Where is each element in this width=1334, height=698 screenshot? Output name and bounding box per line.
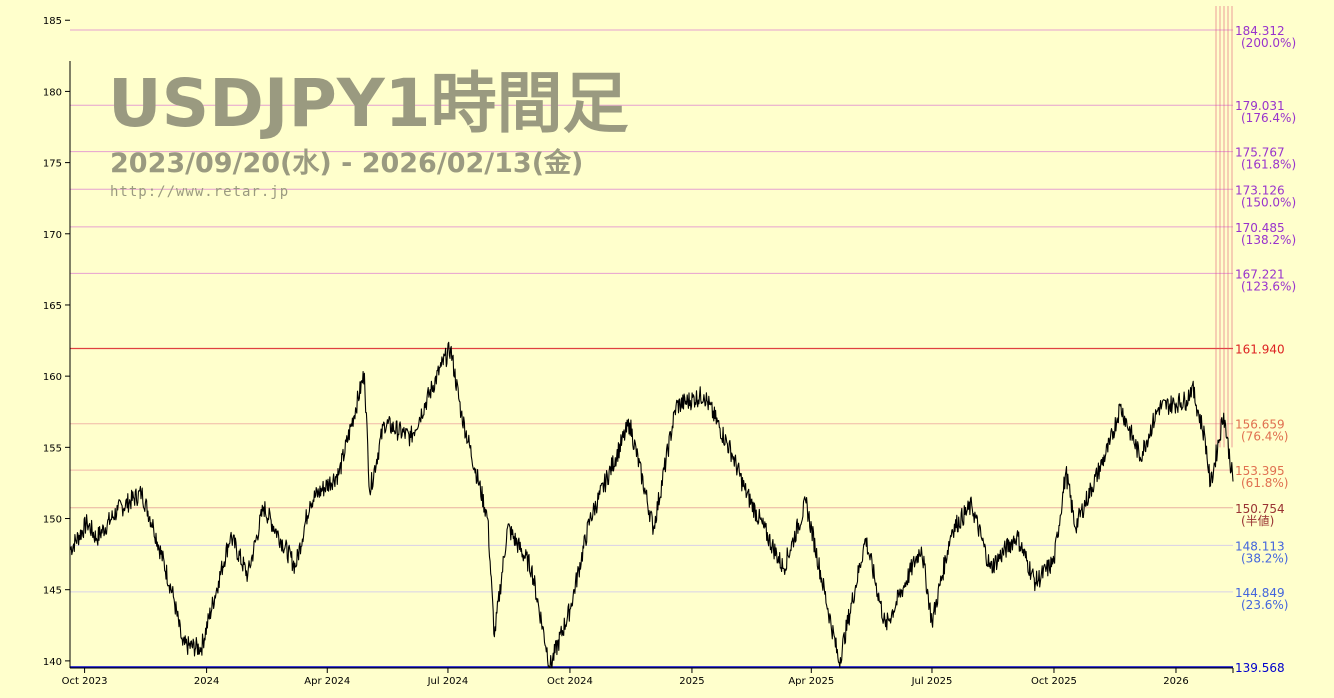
x-tick-label: 2025	[679, 676, 704, 687]
fibonacci-level-lines	[70, 29, 1233, 668]
x-tick-label: Oct 2024	[547, 676, 593, 687]
y-tick-label: 180	[43, 87, 62, 98]
y-tick-label: 140	[43, 657, 62, 668]
x-tick-label: Apr 2024	[304, 676, 350, 687]
y-tick-label: 155	[43, 443, 62, 454]
level-percent-label: (176.4%)	[1241, 111, 1296, 125]
x-tick-label: Jul 2024	[427, 676, 469, 687]
level-value-label: 144.849	[1235, 586, 1285, 600]
level-value-label: 153.395	[1235, 464, 1285, 478]
x-tick-label: Jul 2025	[911, 676, 953, 687]
level-value-label: 184.312	[1235, 24, 1285, 38]
level-value-label: 156.659	[1235, 418, 1285, 432]
x-tick-label: Oct 2025	[1031, 676, 1077, 687]
level-percent-label: (138.2%)	[1241, 233, 1296, 247]
y-tick-label: 160	[43, 372, 62, 383]
level-value-label: 150.754	[1235, 502, 1285, 516]
level-percent-label: (38.2%)	[1241, 551, 1288, 565]
level-value-label: 148.113	[1235, 539, 1285, 553]
price-line	[69, 341, 1234, 669]
level-value-label: 167.221	[1235, 267, 1285, 281]
level-value-label: 139.568	[1235, 661, 1285, 675]
y-tick-label: 150	[43, 515, 62, 526]
level-percent-label: (200.0%)	[1241, 36, 1296, 50]
level-percent-label: (76.4%)	[1241, 430, 1288, 444]
level-percent-label: (61.8%)	[1241, 476, 1288, 490]
watermark-title: USDJPY1時間足	[108, 65, 629, 142]
level-value-label: 170.485	[1235, 221, 1285, 235]
level-value-label: 179.031	[1235, 99, 1285, 113]
level-percent-label: (161.8%)	[1241, 158, 1296, 172]
level-value-label: 173.126	[1235, 183, 1285, 197]
x-tick-label: Oct 2023	[62, 676, 108, 687]
watermark-period: 2023/09/20(水) - 2026/02/13(金)	[110, 147, 583, 179]
level-value-label: 175.767	[1235, 146, 1285, 160]
y-tick-label: 145	[43, 586, 62, 597]
level-percent-label: (150.0%)	[1241, 195, 1296, 209]
level-percent-label: (123.6%)	[1241, 279, 1296, 293]
level-percent-label: (半値)	[1241, 513, 1274, 528]
y-tick-label: 185	[43, 16, 62, 27]
axes: 140 145 150 155 160 165 170 175 180 185 Oct 2023 20…	[43, 16, 1234, 687]
price-series	[69, 341, 1234, 669]
level-percent-label: (23.6%)	[1241, 598, 1288, 612]
level-labels: 184.312(200.0%) 179.031(176.4%) 175.767(16…	[1235, 24, 1296, 675]
level-value-label: 161.940	[1235, 343, 1285, 357]
x-tick-label: Apr 2025	[788, 676, 834, 687]
y-tick-label: 165	[43, 301, 62, 312]
x-tick-label: 2026	[1163, 676, 1188, 687]
x-tick-label: 2024	[194, 676, 219, 687]
y-tick-label: 175	[43, 159, 62, 170]
watermark-url: http://www.retar.jp	[110, 184, 289, 200]
y-tick-label: 170	[43, 230, 62, 241]
vertical-marker-lines	[1215, 6, 1233, 448]
